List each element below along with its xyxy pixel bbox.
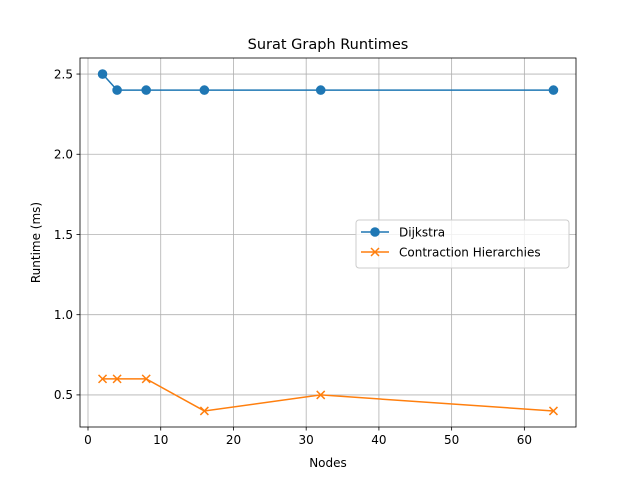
x-tick-label: 50 (444, 433, 459, 447)
data-point (315, 85, 326, 95)
legend-label: Dijkstra (399, 225, 445, 239)
chart-title: Surat Graph Runtimes (248, 37, 409, 53)
plot-frame (79, 57, 577, 428)
x-tick-label: 40 (371, 433, 386, 447)
x-tick-label: 30 (299, 433, 314, 447)
data-point (98, 374, 108, 384)
data-point (199, 406, 209, 416)
data-point (141, 85, 151, 95)
data-point (112, 85, 122, 95)
legend-marker (370, 227, 380, 237)
y-tick-label: 1.5 (54, 228, 73, 242)
legend-marker (370, 247, 380, 257)
y-axis: 0.5 1.0 1.5 2.0 2.5 (54, 67, 80, 402)
x-tick-label: 0 (84, 433, 92, 447)
series-layer (97, 69, 559, 416)
y-axis-title: Runtime (ms) (29, 202, 43, 283)
series-line-1 (102, 378, 554, 412)
data-point (316, 390, 326, 400)
y-tick-label: 2.0 (54, 148, 73, 162)
data-point (548, 85, 559, 95)
legend: Dijkstra Contraction Hierarchies (355, 219, 570, 269)
x-axis: 0 10 20 30 40 50 60 (84, 427, 532, 447)
x-tick-label: 20 (226, 433, 241, 447)
data-point (141, 374, 151, 384)
data-point (199, 85, 210, 95)
data-point (97, 69, 108, 79)
data-point (548, 406, 558, 416)
y-tick-label: 2.5 (54, 67, 73, 81)
legend-box (355, 219, 570, 269)
legend-label: Contraction Hierarchies (399, 245, 541, 259)
x-tick-label: 60 (517, 433, 532, 447)
y-tick-label: 1.0 (54, 308, 73, 322)
data-point (112, 374, 122, 384)
y-tick-label: 0.5 (54, 388, 73, 402)
x-tick-label: 10 (153, 433, 168, 447)
x-axis-title: Nodes (309, 456, 347, 470)
